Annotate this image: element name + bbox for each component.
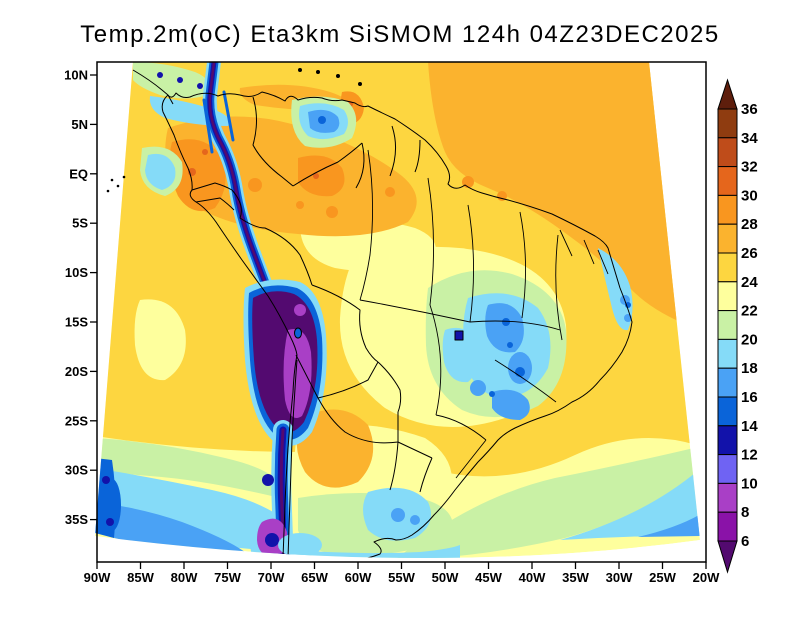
svg-text:55W: 55W [388, 570, 415, 585]
svg-text:5S: 5S [72, 216, 88, 231]
map-linework [132, 68, 633, 559]
svg-text:20W: 20W [693, 570, 720, 585]
svg-text:65W: 65W [301, 570, 328, 585]
svg-text:30W: 30W [606, 570, 633, 585]
svg-text:18: 18 [741, 360, 758, 377]
svg-text:10: 10 [741, 475, 758, 492]
svg-text:8: 8 [741, 504, 749, 521]
svg-text:60W: 60W [345, 570, 372, 585]
colorbar-arrow-top [717, 78, 738, 110]
field-pacific-cool-bands [95, 438, 286, 552]
svg-text:35S: 35S [65, 512, 88, 527]
svg-text:EQ: EQ [69, 166, 88, 181]
svg-text:22: 22 [741, 303, 758, 320]
svg-text:5N: 5N [71, 117, 88, 132]
svg-text:75W: 75W [214, 570, 241, 585]
svg-text:80W: 80W [171, 570, 198, 585]
temperature-field [95, 62, 700, 559]
reservoir [454, 330, 464, 341]
svg-text:90W: 90W [84, 570, 111, 585]
svg-text:32: 32 [741, 159, 758, 176]
svg-text:30: 30 [741, 187, 758, 204]
field-atlantic-cool-bands [395, 446, 700, 559]
svg-text:26: 26 [741, 245, 758, 262]
svg-text:34: 34 [741, 130, 758, 147]
galapagos-islands [106, 175, 126, 193]
svg-text:15S: 15S [65, 315, 88, 330]
svg-text:14: 14 [741, 418, 758, 435]
country-borders [167, 94, 433, 559]
field-orange-patches [169, 91, 507, 218]
svg-text:20: 20 [741, 331, 758, 348]
colorbar-labels: 36 34 32 30 28 26 24 22 20 18 16 14 12 1… [741, 101, 758, 550]
svg-text:12: 12 [741, 447, 758, 464]
svg-text:70W: 70W [258, 570, 285, 585]
svg-text:36: 36 [741, 101, 758, 118]
lon-axis-labels: 90W 85W 80W 75W 70W 65W 60W 55W 50W 45W … [84, 570, 720, 585]
islands-and-lakes [294, 68, 464, 341]
coastline-pacific [161, 94, 298, 559]
lat-tick-marks [90, 74, 97, 521]
svg-text:25S: 25S [65, 413, 88, 428]
svg-text:40W: 40W [519, 570, 546, 585]
svg-text:16: 16 [741, 389, 758, 406]
svg-text:28: 28 [741, 216, 758, 233]
colorbar-arrow-bottom [717, 540, 738, 574]
colorbar [717, 78, 738, 574]
chart-title: Temp.2m(oC) Eta3km SiSMOM 124h 04Z23DEC2… [80, 21, 719, 48]
svg-text:10N: 10N [64, 68, 88, 83]
lake-titicaca [294, 327, 302, 339]
coastline-atlantic [132, 69, 633, 559]
svg-text:6: 6 [741, 533, 749, 550]
svg-text:35W: 35W [562, 570, 589, 585]
field-venezuela-cool [291, 96, 357, 148]
state-borders [359, 149, 609, 479]
field-south-cool [250, 487, 460, 559]
svg-text:20S: 20S [65, 364, 88, 379]
svg-text:10S: 10S [65, 265, 88, 280]
svg-text:45W: 45W [475, 570, 502, 585]
field-se-brazil-cool [425, 248, 633, 420]
svg-text:25W: 25W [649, 570, 676, 585]
lon-tick-marks [96, 562, 707, 569]
field-andes [202, 62, 327, 559]
svg-text:24: 24 [741, 274, 758, 291]
svg-text:30S: 30S [65, 463, 88, 478]
svg-text:50W: 50W [432, 570, 459, 585]
svg-text:85W: 85W [127, 570, 154, 585]
lat-axis-labels: 10N 5N EQ 5S 10S 15S 20S 25S 30S 35S [64, 68, 88, 528]
